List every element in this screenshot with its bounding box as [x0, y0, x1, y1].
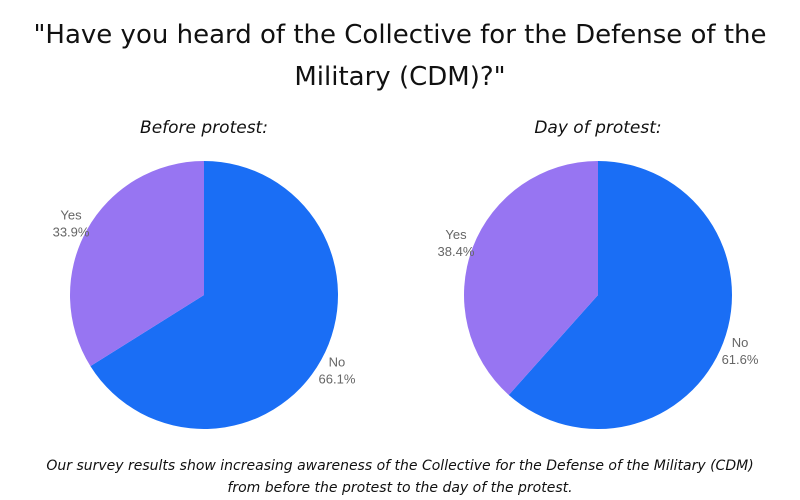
pie-value-day-yes: 38.4%	[438, 244, 475, 259]
caption: Our survey results show increasing aware…	[0, 455, 800, 499]
pie-value-before-no: 66.1%	[319, 372, 356, 387]
pie-title-day: Day of protest:	[534, 118, 662, 138]
pie-title-before: Before protest:	[140, 118, 268, 138]
pie-label-day-no: No	[732, 335, 749, 350]
pie-label-before-yes: Yes	[60, 207, 82, 222]
pie-value-day-no: 61.6%	[722, 352, 759, 367]
caption-line-1: Our survey results show increasing aware…	[46, 458, 754, 474]
chart-title: "Have you heard of the Collective for th…	[33, 20, 767, 92]
pie-label-day-yes: Yes	[445, 227, 467, 242]
pie-slice-before-no	[90, 161, 338, 429]
caption-line-2: from before the protest to the day of th…	[227, 480, 573, 496]
pie-slice-before-yes	[69, 161, 204, 367]
pie-slice-day-yes	[463, 161, 598, 395]
pie-value-before-yes: 33.9%	[53, 224, 90, 239]
pie-slice-day-no	[508, 161, 732, 430]
pie-label-before-no: No	[329, 355, 346, 370]
